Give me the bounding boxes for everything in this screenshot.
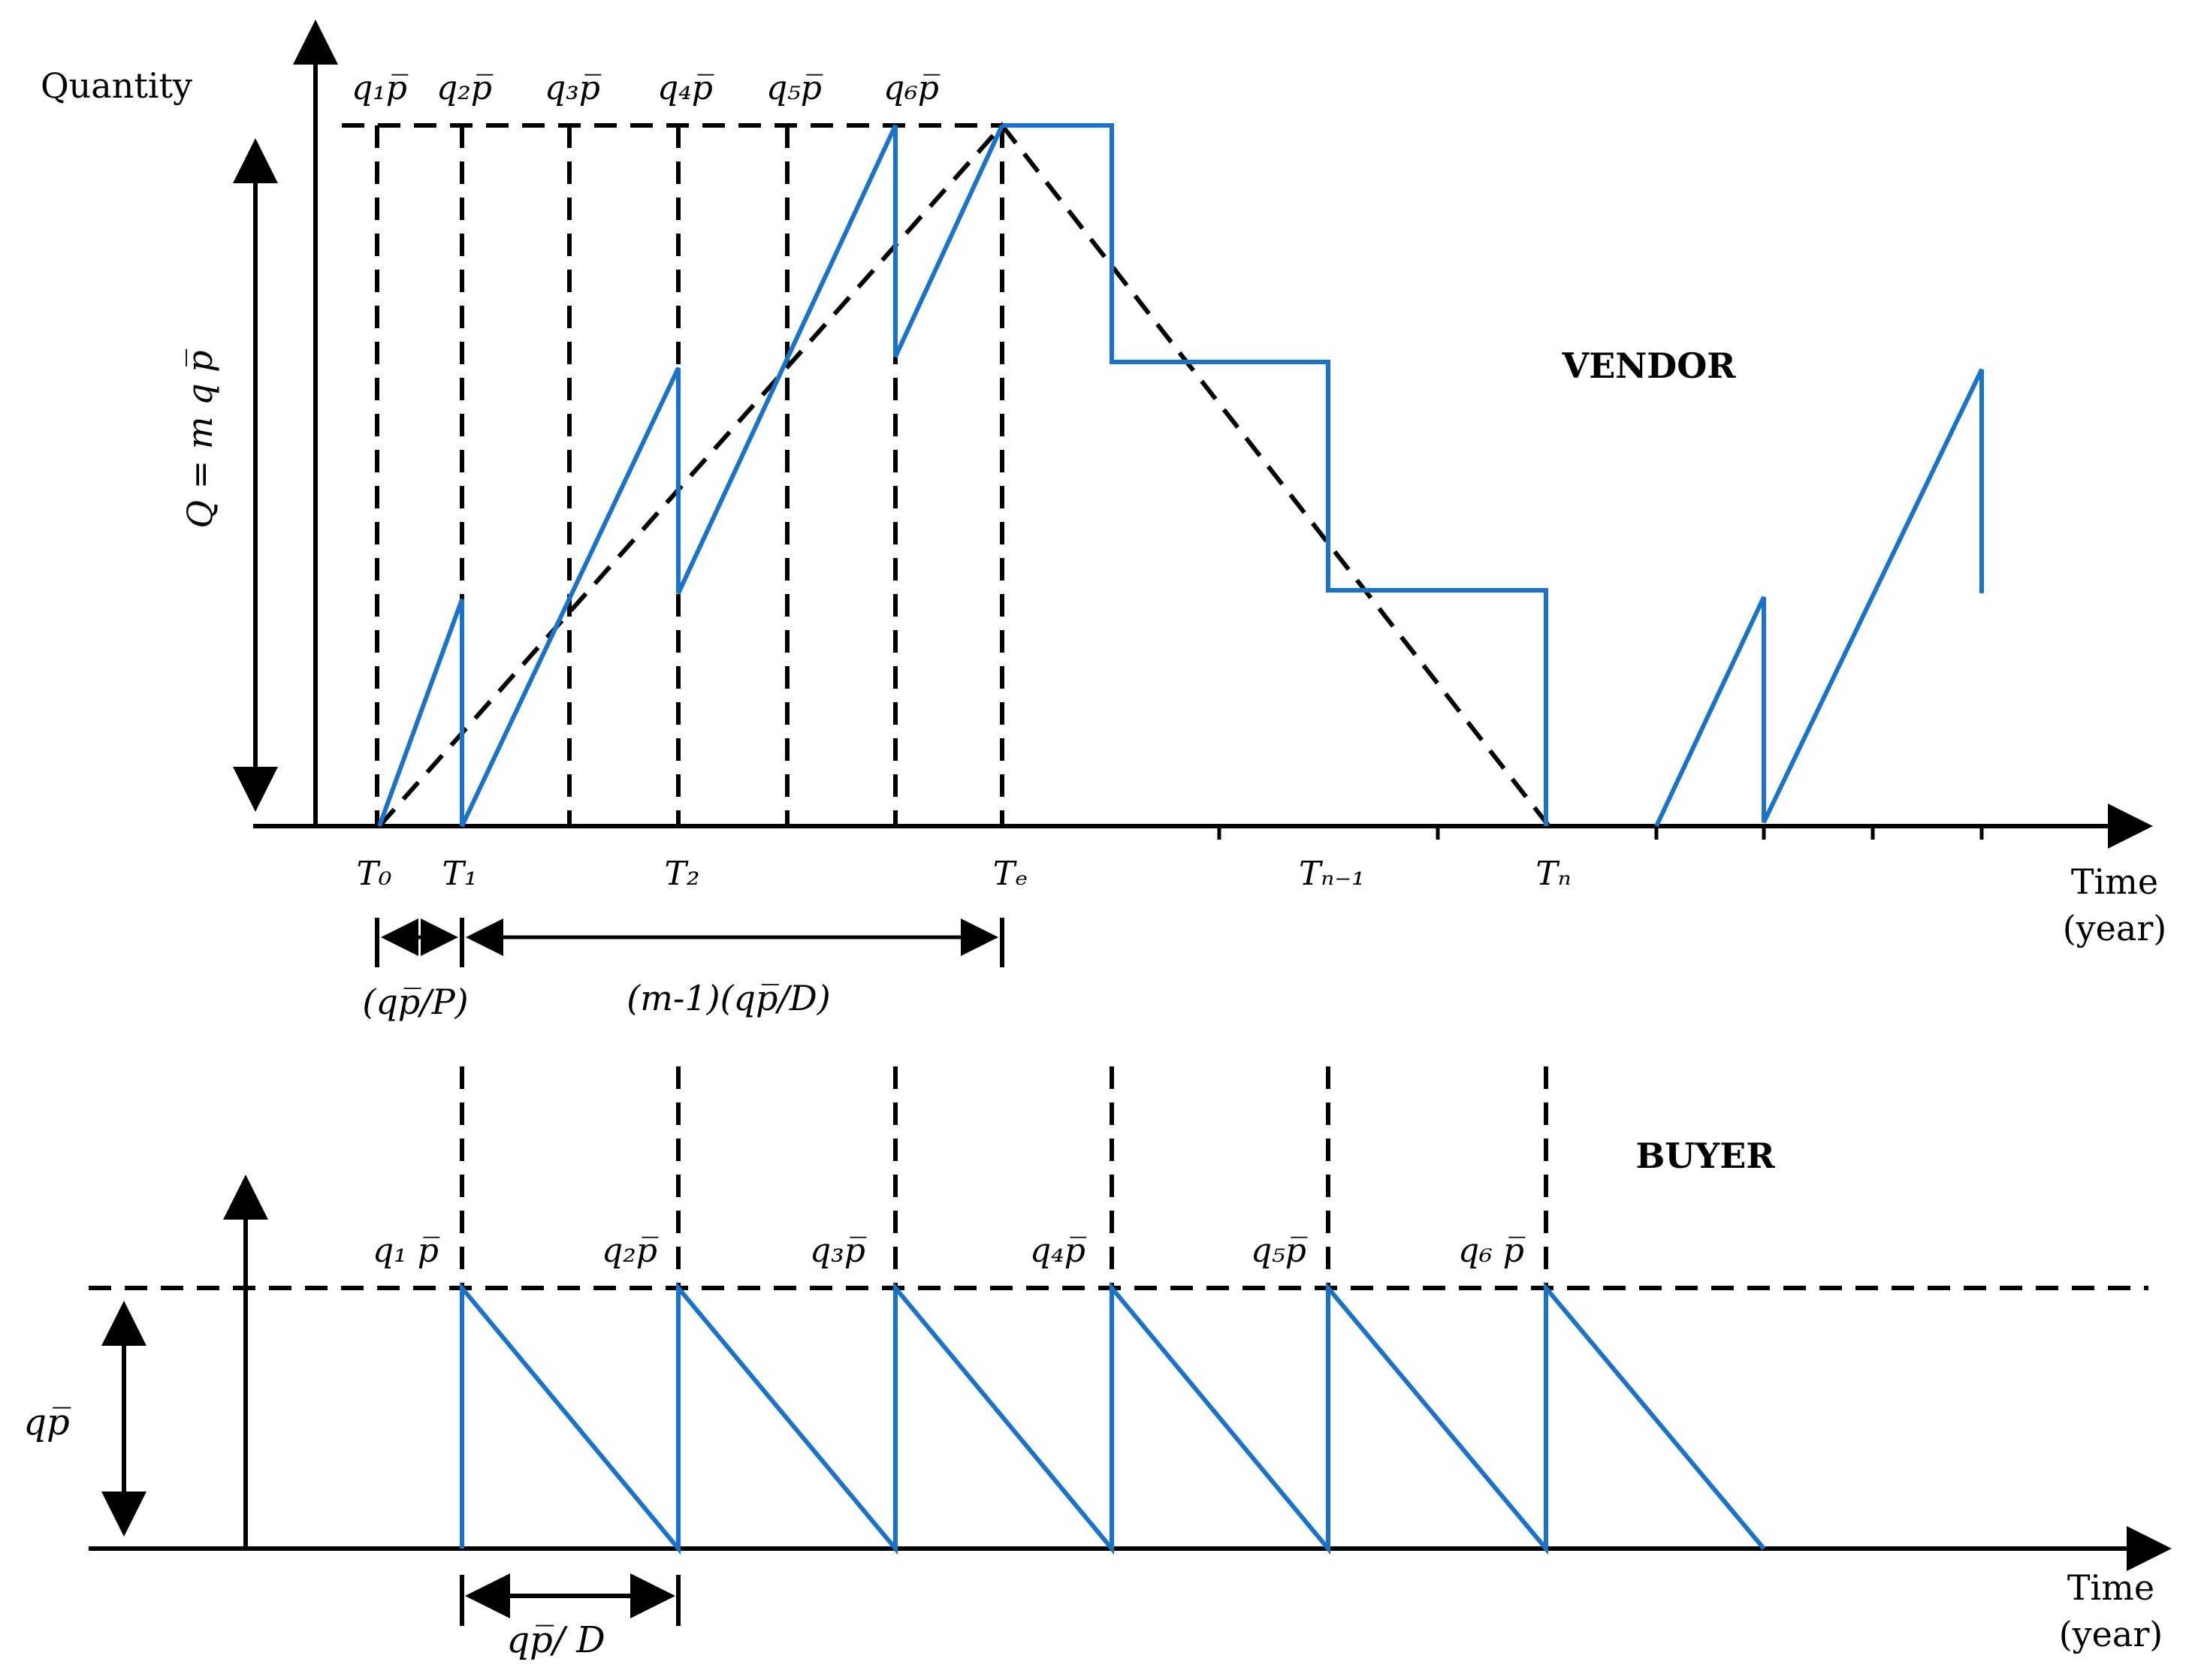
t0-label: T₀ xyxy=(357,855,392,893)
buyer-q-label: q₅p̅ xyxy=(1251,1232,1307,1270)
vendor-cumulative-dashed-triangle xyxy=(377,122,1551,828)
buyer-q-label: q₂p̅ xyxy=(602,1232,658,1270)
buyer-inventory-sawtooth xyxy=(460,1281,1766,1555)
vendor-q-label: q₆p̅ xyxy=(883,69,940,107)
buyer-x-axis-label-line2: (year) xyxy=(2059,1614,2163,1654)
vendor-next-cycle-sawtooth xyxy=(1654,368,1984,828)
buyer-q-label: q₃p̅ xyxy=(810,1232,866,1270)
buyer-q-label: q₄p̅ xyxy=(1030,1232,1086,1270)
vendor-q-label: q₁p̅ xyxy=(352,69,408,107)
buyer-q-label: q₁ p̅ xyxy=(373,1232,439,1270)
buyer-vertical-dashed-lines xyxy=(460,1066,1548,1288)
tn-label: Tₙ xyxy=(1535,855,1571,893)
buyer-panel: qp̅ q₁ p̅ q₂p̅ q₃p̅ q₄p̅ q₅p̅ q₆ p̅ BUYE… xyxy=(23,1066,2172,1661)
vendor-q-labels: q₁p̅ q₂p̅ q₃p̅ q₄p̅ q₅p̅ q₆p̅ xyxy=(352,69,940,107)
buyer-q-labels: q₁ p̅ q₂p̅ q₃p̅ q₄p̅ q₅p̅ q₆ p̅ xyxy=(373,1232,1525,1270)
buyer-cycle-marker: qp̅/ D xyxy=(460,1573,681,1661)
vendor-depletion-staircase xyxy=(1002,123,1548,826)
vendor-q-label: q₅p̅ xyxy=(766,69,823,107)
buyer-cycle-label: qp̅/ D xyxy=(506,1619,605,1661)
q-total-label: Q = m q p̅ xyxy=(180,349,220,529)
vendor-interval-markers: (qp̅/P) (m-1)(qp̅/D) xyxy=(362,918,1004,1022)
t1-label: T₁ xyxy=(442,855,478,893)
t2-label: T₂ xyxy=(665,855,700,893)
interval-2-label: (m-1)(qp̅/D) xyxy=(627,978,831,1018)
vendor-q-label: q₃p̅ xyxy=(545,69,601,107)
vendor-title: VENDOR xyxy=(1562,345,1737,386)
vendor-t-labels: T₀ T₁ T₂ Tₑ Tₙ₋₁ Tₙ xyxy=(357,855,1572,893)
buyer-title: BUYER xyxy=(1635,1136,1775,1176)
vendor-x-ticks xyxy=(1217,826,1984,840)
vendor-y-axis-label: Quantity xyxy=(41,65,192,106)
te-label: Tₑ xyxy=(993,855,1028,893)
buyer-x-axis-label-line1: Time xyxy=(2067,1567,2154,1608)
vendor-production-sawtooth xyxy=(377,124,1004,828)
vendor-q-label: q₄p̅ xyxy=(657,69,714,107)
vendor-x-axis-label-line1: Time xyxy=(2071,861,2158,902)
tn1-label: Tₙ₋₁ xyxy=(1299,855,1365,893)
vendor-q-label: q₂p̅ xyxy=(436,69,493,107)
buyer-lot-label: qp̅ xyxy=(23,1401,71,1443)
vendor-x-axis-label-line2: (year) xyxy=(2063,908,2167,949)
interval-1-label: (qp̅/P) xyxy=(362,982,468,1022)
buyer-q-label: q₆ p̅ xyxy=(1458,1232,1525,1270)
vendor-panel: q₁p̅ q₂p̅ q₃p̅ q₄p̅ q₅p̅ q₆p̅ Quantity Q… xyxy=(41,20,2167,1022)
